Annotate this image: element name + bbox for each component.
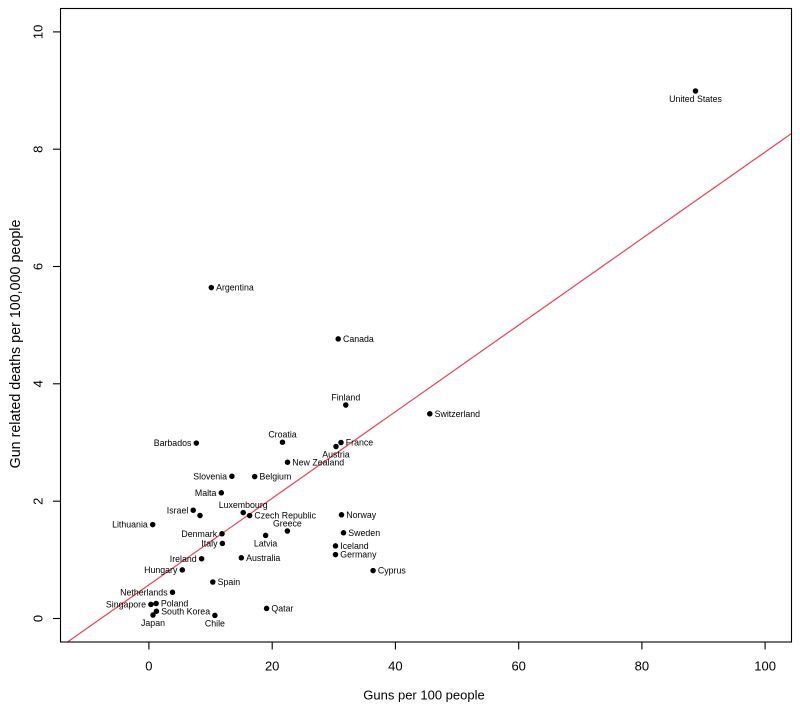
svg-text:Iceland: Iceland [340, 541, 368, 551]
svg-text:Guns per 100 people: Guns per 100 people [363, 687, 484, 702]
svg-text:Hungary: Hungary [144, 565, 178, 575]
svg-text:New Zealand: New Zealand [292, 457, 344, 467]
svg-text:Greece: Greece [273, 518, 302, 528]
svg-text:Ireland: Ireland [170, 554, 197, 564]
svg-text:4: 4 [31, 380, 46, 387]
svg-text:Germany: Germany [340, 550, 377, 560]
svg-text:Australia: Australia [246, 553, 280, 563]
svg-text:Chile: Chile [205, 619, 225, 629]
svg-text:Japan: Japan [141, 618, 165, 628]
svg-text:Italy: Italy [201, 539, 218, 549]
svg-text:60: 60 [511, 658, 525, 673]
svg-text:Finland: Finland [331, 392, 360, 402]
svg-text:Luxembourg: Luxembourg [219, 500, 268, 510]
svg-text:South Korea: South Korea [161, 606, 210, 616]
svg-text:8: 8 [31, 146, 46, 153]
svg-text:Lithuania: Lithuania [112, 520, 148, 530]
svg-text:Cyprus: Cyprus [378, 566, 406, 576]
svg-text:France: France [346, 438, 373, 448]
svg-text:United States: United States [669, 94, 722, 104]
svg-text:100: 100 [754, 658, 776, 673]
svg-text:Czech Republic: Czech Republic [254, 511, 316, 521]
svg-text:Poland: Poland [161, 599, 188, 609]
svg-text:Israel: Israel [167, 505, 189, 515]
svg-text:2: 2 [31, 498, 46, 505]
svg-text:Singapore: Singapore [106, 600, 146, 610]
svg-text:Malta: Malta [195, 488, 217, 498]
svg-text:80: 80 [635, 658, 649, 673]
svg-text:Gun related deaths per 100,000: Gun related deaths per 100,000 people [8, 220, 24, 469]
svg-text:Austria: Austria [322, 450, 349, 460]
svg-text:Canada: Canada [343, 334, 374, 344]
svg-text:Belgium: Belgium [260, 472, 292, 482]
svg-text:10: 10 [31, 25, 46, 39]
svg-text:Barbados: Barbados [154, 438, 192, 448]
svg-text:40: 40 [388, 658, 402, 673]
svg-text:0: 0 [145, 658, 152, 673]
svg-text:0: 0 [31, 615, 46, 622]
svg-text:Qatar: Qatar [271, 604, 293, 614]
svg-text:Denmark: Denmark [181, 529, 217, 539]
svg-text:Argentina: Argentina [216, 283, 254, 293]
svg-text:Croatia: Croatia [268, 430, 296, 440]
svg-text:20: 20 [265, 658, 279, 673]
svg-text:Slovenia: Slovenia [193, 471, 227, 481]
svg-text:Latvia: Latvia [254, 539, 278, 549]
svg-text:Norway: Norway [346, 510, 376, 520]
svg-text:Netherlands: Netherlands [120, 587, 168, 597]
svg-text:Spain: Spain [218, 577, 241, 587]
svg-text:Switzerland: Switzerland [435, 409, 481, 419]
svg-text:6: 6 [31, 263, 46, 270]
svg-text:Sweden: Sweden [348, 528, 380, 538]
